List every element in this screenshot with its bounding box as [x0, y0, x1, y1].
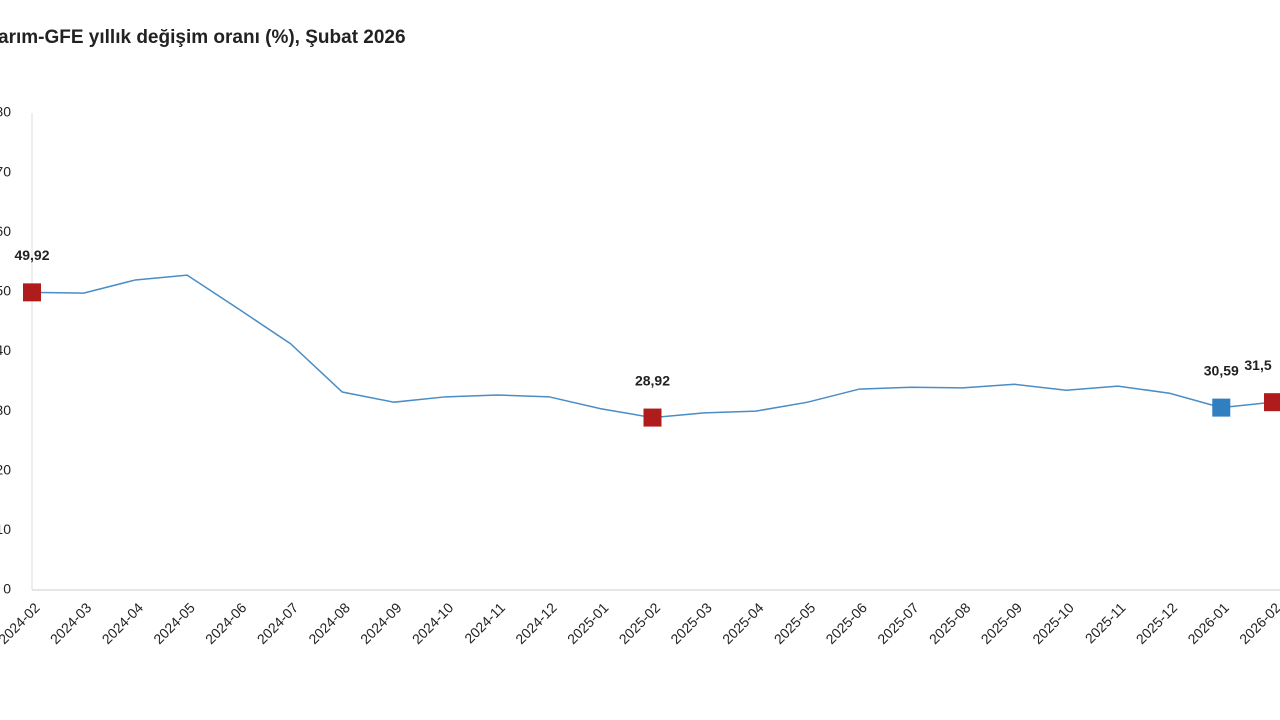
x-tick-label: 2025-03: [667, 599, 715, 647]
point-marker: [1212, 398, 1231, 417]
y-tick-label: 70: [0, 163, 11, 179]
x-tick-label: 2024-04: [99, 599, 147, 647]
value-label: 49,92: [14, 247, 49, 263]
y-tick-label: 80: [0, 104, 11, 120]
y-tick-label: 0: [3, 581, 11, 597]
x-tick-label: 2025-10: [1029, 599, 1077, 647]
x-tick-label: 2026-02: [1236, 599, 1280, 647]
x-tick-label: 2025-11: [1082, 599, 1129, 646]
value-label: 31,5: [1244, 357, 1271, 373]
x-tick-label: 2025-02: [616, 599, 664, 647]
x-tick-label: 2024-03: [47, 599, 95, 647]
value-label: 30,59: [1204, 362, 1239, 378]
x-tick-label: 2024-05: [150, 599, 198, 647]
y-tick-label: 50: [0, 283, 11, 299]
x-tick-label: 2025-09: [978, 599, 1026, 647]
y-tick-label: 60: [0, 223, 11, 239]
point-marker: [1264, 393, 1280, 412]
y-tick-label: 10: [0, 521, 11, 537]
x-tick-label: 2025-06: [822, 599, 870, 647]
y-tick-label: 40: [0, 342, 11, 358]
x-tick-label: 2025-04: [719, 599, 767, 647]
x-tick-label: 2026-01: [1184, 599, 1232, 647]
x-tick-label: 2025-01: [564, 599, 612, 647]
point-marker: [23, 283, 41, 302]
chart-title: arım-GFE yıllık değişim oranı (%), Şubat…: [0, 27, 406, 48]
x-tick-label: 2024-09: [357, 599, 405, 647]
x-tick-label: 2024-07: [254, 599, 302, 647]
y-tick-label: 20: [0, 461, 11, 477]
y-tick-label: 30: [0, 402, 11, 418]
x-tick-label: 2025-05: [771, 599, 819, 647]
x-tick-label: 2024-06: [202, 599, 250, 647]
data-line: [31, 274, 1274, 419]
x-tick-label: 2024-10: [409, 599, 457, 647]
x-tick-label: 2024-12: [512, 599, 560, 647]
x-tick-label: 2024-02: [0, 599, 43, 647]
point-marker: [643, 408, 662, 427]
x-tick-label: 2025-08: [926, 599, 974, 647]
x-tick-label: 2025-12: [1133, 599, 1181, 647]
value-label: 28,92: [635, 372, 670, 388]
x-tick-label: 2025-07: [874, 599, 922, 647]
x-tick-label: 2024-08: [305, 599, 353, 647]
x-tick-label: 2024-11: [461, 599, 508, 646]
